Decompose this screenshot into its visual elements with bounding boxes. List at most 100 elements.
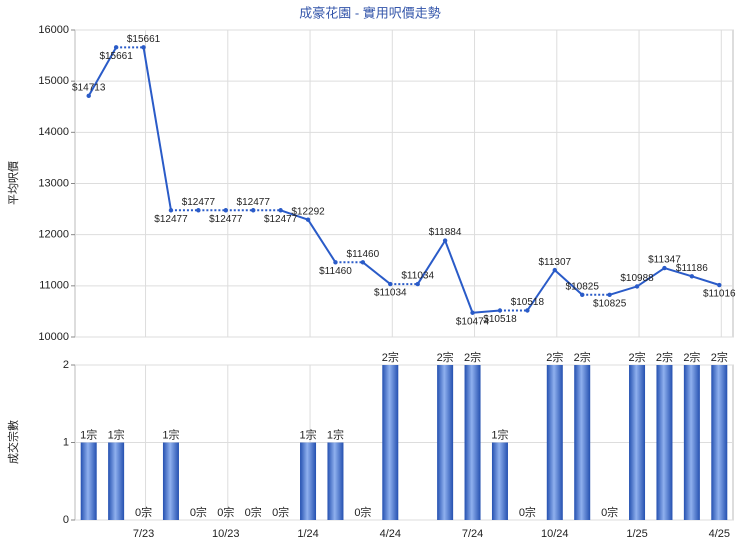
data-label: $12477 xyxy=(264,214,298,225)
point xyxy=(113,45,119,50)
data-label: 1宗 xyxy=(327,427,344,441)
y-axis-label: 平均呎價 xyxy=(6,161,20,205)
data-label: 1宗 xyxy=(108,427,125,441)
line-segment xyxy=(636,267,666,288)
data-label: $11460 xyxy=(319,266,352,277)
data-label: 0宗 xyxy=(354,505,371,519)
x-tick-label: 7/24 xyxy=(462,528,483,540)
y-tick-label: 10000 xyxy=(38,331,69,343)
data-label: 2宗 xyxy=(546,350,563,364)
point xyxy=(442,238,448,243)
line-segment xyxy=(664,267,693,278)
bar xyxy=(656,365,673,520)
bar xyxy=(80,442,97,520)
data-label: 0宗 xyxy=(135,505,152,519)
bar xyxy=(683,365,700,520)
bar xyxy=(327,442,344,520)
data-label: 2宗 xyxy=(628,350,645,364)
data-label: 1宗 xyxy=(162,427,179,441)
data-label: 1宗 xyxy=(80,427,97,441)
x-tick-label: 10/23 xyxy=(212,528,240,540)
line-segment xyxy=(554,269,583,296)
data-label: 0宗 xyxy=(190,505,207,519)
data-label: $10988 xyxy=(620,273,654,284)
bar xyxy=(300,442,317,520)
chart-title: 成豪花園 - 實用呎價走勢 xyxy=(299,5,441,20)
data-label: $11347 xyxy=(648,255,681,266)
data-label: 2宗 xyxy=(574,350,591,364)
data-label: $11307 xyxy=(538,257,571,268)
point xyxy=(141,45,146,50)
point xyxy=(717,282,722,288)
point xyxy=(360,260,366,265)
y-axis-label: 成交宗數 xyxy=(6,420,20,464)
data-label: $11016 xyxy=(703,289,736,300)
y-tick-label: 12000 xyxy=(38,229,69,241)
data-label: $12292 xyxy=(291,206,325,217)
data-label: 2宗 xyxy=(464,350,481,364)
point xyxy=(689,274,695,279)
data-label: $10474 xyxy=(456,316,490,327)
y-tick-label: 15000 xyxy=(38,75,69,87)
data-label: 2宗 xyxy=(437,350,454,364)
point xyxy=(634,284,640,289)
line-segment xyxy=(87,46,117,97)
point xyxy=(86,93,91,99)
data-label: 2宗 xyxy=(711,350,728,364)
y-tick-label: 14000 xyxy=(38,126,69,138)
point xyxy=(251,208,256,213)
bar xyxy=(629,365,646,520)
point xyxy=(525,308,530,313)
line-segment xyxy=(609,285,638,296)
x-tick-label: 7/23 xyxy=(133,528,154,540)
data-label: $12477 xyxy=(237,197,271,208)
data-label: $10825 xyxy=(593,298,627,309)
bar xyxy=(464,365,481,520)
data-label: 1宗 xyxy=(299,427,316,441)
data-label: 1宗 xyxy=(491,427,508,441)
data-label: $14713 xyxy=(72,82,106,93)
x-tick-label: 4/24 xyxy=(380,528,401,540)
data-label: $11034 xyxy=(374,288,407,299)
data-label: 0宗 xyxy=(519,505,536,519)
bar xyxy=(108,442,125,520)
line-segment xyxy=(416,240,446,285)
data-label: $12477 xyxy=(209,214,243,225)
bar xyxy=(491,442,508,520)
y-tick-label: 13000 xyxy=(38,177,69,189)
bar xyxy=(546,365,563,520)
data-label: 0宗 xyxy=(245,505,262,519)
line-segment xyxy=(691,275,720,286)
point xyxy=(552,267,557,273)
data-label: 0宗 xyxy=(272,505,289,519)
point xyxy=(223,208,228,213)
data-label: 2宗 xyxy=(382,350,399,364)
data-label: $10518 xyxy=(511,297,545,308)
point xyxy=(168,208,174,213)
data-label: 0宗 xyxy=(217,505,234,519)
point xyxy=(415,281,420,287)
line-segment xyxy=(362,261,391,285)
data-label: $12477 xyxy=(154,214,188,225)
line-segment xyxy=(526,269,556,312)
line-segment xyxy=(280,209,309,221)
point xyxy=(196,208,201,213)
bar xyxy=(574,365,591,520)
line-segment xyxy=(307,219,337,263)
data-label: $15661 xyxy=(127,34,161,45)
point xyxy=(470,310,475,315)
x-tick-label: 1/25 xyxy=(626,528,647,540)
point xyxy=(607,292,612,297)
point xyxy=(333,260,338,265)
data-label: $11460 xyxy=(347,249,380,260)
data-label: 0宗 xyxy=(601,505,618,519)
y-tick-label: 1 xyxy=(63,436,69,448)
data-label: $11034 xyxy=(401,271,434,282)
x-tick-label: 10/24 xyxy=(541,528,569,540)
data-label: $10825 xyxy=(566,281,600,292)
bar xyxy=(437,365,454,520)
line-segment xyxy=(142,47,172,211)
data-label: $12477 xyxy=(182,197,216,208)
y-tick-label: 0 xyxy=(63,514,69,526)
